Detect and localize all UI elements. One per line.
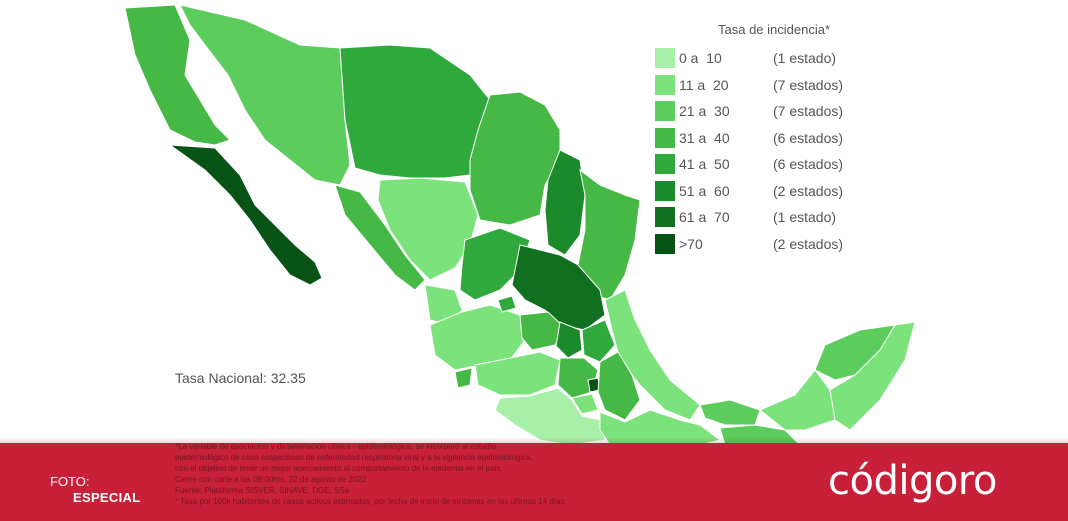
state-durango bbox=[377, 177, 479, 281]
legend-swatch bbox=[655, 233, 675, 254]
legend-swatch bbox=[655, 180, 675, 201]
legend-item: 0 a 10 (1 estado) bbox=[655, 48, 915, 68]
legend-item: 31 a 40 (6 estados) bbox=[655, 127, 915, 148]
footer-banner bbox=[0, 443, 1068, 521]
state-quintana-roo bbox=[829, 321, 916, 431]
state-queretaro bbox=[555, 321, 583, 359]
legend-swatch bbox=[655, 127, 675, 148]
state-morelos bbox=[571, 393, 599, 415]
legend-item: 21 a 30 (7 estados) bbox=[655, 101, 915, 121]
legend-range: 31 a 40 bbox=[679, 129, 730, 146]
legend-count: (2 estados) bbox=[773, 182, 844, 199]
legend-range: 11 a 20 bbox=[679, 76, 729, 93]
note-line: Cierre con corte a las 09:00hrs, 22 de a… bbox=[175, 475, 367, 484]
state-hidalgo bbox=[581, 319, 616, 363]
legend-range: 21 a 30 bbox=[679, 103, 730, 119]
state-baja-california bbox=[124, 4, 231, 146]
state-aguascalientes bbox=[497, 295, 517, 313]
note-line: epidemiológico de caso sospechoso de enf… bbox=[175, 453, 533, 462]
legend-swatch bbox=[655, 207, 675, 227]
brand-logo: códigoro bbox=[828, 458, 997, 504]
state-campeche bbox=[759, 369, 836, 431]
methodology-notes: *La variable de asociación y dictaminaci… bbox=[175, 441, 795, 507]
legend-item: 41 a 50 (6 estados) bbox=[655, 154, 915, 174]
legend-item: >70 (2 estados) bbox=[655, 233, 915, 254]
national-rate: Tasa Nacional: 32.35 bbox=[175, 370, 306, 386]
state-coahuila bbox=[469, 91, 561, 226]
legend-range: >70 bbox=[679, 235, 703, 252]
state-puebla bbox=[597, 351, 641, 421]
state-guanajuato bbox=[519, 311, 566, 351]
state-chiapas bbox=[719, 424, 802, 446]
state-chihuahua bbox=[339, 44, 491, 179]
state-colima bbox=[454, 367, 473, 389]
legend-range: 0 a 10 bbox=[679, 50, 722, 66]
legend-swatch bbox=[655, 74, 675, 95]
legend-swatch bbox=[655, 154, 675, 174]
legend-count: (1 estado) bbox=[773, 209, 837, 225]
legend-count: (7 estados) bbox=[773, 103, 844, 119]
photo-credit-label: FOTO: bbox=[50, 474, 90, 489]
note-line: *La variable de asociación y dictaminaci… bbox=[175, 442, 497, 451]
legend-swatch bbox=[655, 101, 675, 121]
legend-item: 51 a 60 (2 estados) bbox=[655, 180, 915, 201]
state-sonora bbox=[179, 4, 351, 186]
legend-count: (1 estado) bbox=[773, 50, 837, 66]
legend-count: (2 estados) bbox=[773, 235, 844, 252]
legend-item: 11 a 20 (7 estados) bbox=[655, 74, 915, 95]
note-line: Fuente: Plataforma SISVER, SINAVE, DGE, … bbox=[175, 486, 350, 495]
legend-swatch bbox=[655, 48, 675, 68]
legend-range: 61 a 70 bbox=[679, 209, 730, 225]
legend-title: Tasa de incidencia* bbox=[718, 22, 831, 37]
state-tabasco bbox=[699, 399, 761, 426]
state-sinaloa bbox=[334, 184, 426, 291]
legend-range: 51 a 60 bbox=[679, 182, 730, 199]
state-tamaulipas bbox=[577, 168, 641, 301]
legend-item: 61 a 70 (1 estado) bbox=[655, 207, 915, 227]
note-line: con el objetivo de tener un mejor acerca… bbox=[175, 464, 503, 473]
note-line: * Tasa por 100k habitantes de casos acti… bbox=[175, 497, 567, 506]
legend-count: (6 estados) bbox=[773, 129, 844, 146]
legend-count: (6 estados) bbox=[773, 156, 844, 172]
photo-credit-value: ESPECIAL bbox=[73, 490, 141, 505]
legend-count: (7 estados) bbox=[773, 76, 844, 93]
state-baja-california-sur bbox=[168, 144, 323, 286]
state-michoacan bbox=[474, 351, 561, 396]
legend-range: 41 a 50 bbox=[679, 156, 730, 172]
state-oaxaca bbox=[599, 409, 722, 446]
state-zacatecas bbox=[459, 227, 531, 301]
state-jalisco bbox=[429, 304, 526, 371]
footer-shadow bbox=[0, 437, 1068, 447]
